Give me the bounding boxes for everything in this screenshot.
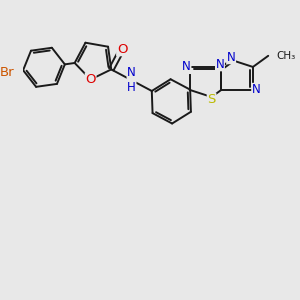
Text: N: N xyxy=(216,58,224,71)
Text: N
H: N H xyxy=(127,66,136,94)
Text: CH₃: CH₃ xyxy=(276,51,296,61)
Text: N: N xyxy=(227,51,236,64)
Text: S: S xyxy=(207,93,216,106)
Text: N: N xyxy=(252,83,260,96)
Text: Br: Br xyxy=(0,66,14,79)
Text: O: O xyxy=(117,43,127,56)
Text: O: O xyxy=(85,73,96,86)
Text: N: N xyxy=(182,60,191,74)
